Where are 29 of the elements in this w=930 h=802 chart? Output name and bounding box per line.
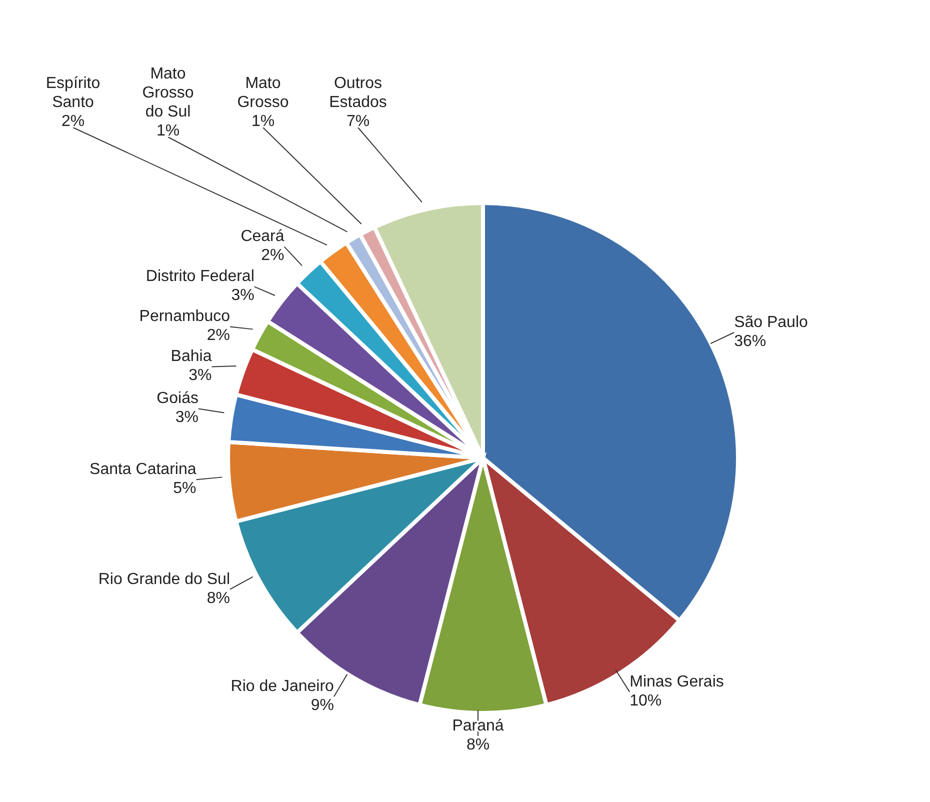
data-label: 2% [61,113,85,130]
data-label: 9% [310,697,334,714]
slice-label: São Paulo [734,314,808,332]
slice-label: Espírito Santo [46,75,100,112]
data-label: 7% [346,113,370,130]
slice-label: Minas Gerais [630,674,724,691]
data-label: 3% [188,367,212,384]
data-label: 36% [734,333,766,350]
slice-label: Ceará [240,228,284,246]
slice-label: Pernambuco [139,308,230,326]
data-label: 10% [630,692,662,710]
data-label: 5% [173,480,196,498]
slice-label: Mato Grosso do Sul [142,66,194,121]
data-label: 1% [156,122,180,140]
slice-label: Santa Catarina [90,461,196,478]
slice-label: Distrito Federal [146,268,254,286]
slice-label: Rio de Janeiro [230,678,334,696]
data-label: 2% [261,247,284,264]
slice-label: Bahia [170,348,212,366]
data-label: 3% [231,287,254,304]
data-label: 8% [466,736,490,754]
slice-label: Rio Grande do Sul [98,571,230,588]
data-label: 8% [206,590,230,608]
data-label: 3% [175,409,198,426]
slice-label: Outros Estados [329,75,387,112]
slice-label: Mato Grosso [237,75,289,112]
data-label: 2% [206,327,230,344]
slice-label: Goiás [156,390,198,408]
data-label: 1% [251,113,275,130]
